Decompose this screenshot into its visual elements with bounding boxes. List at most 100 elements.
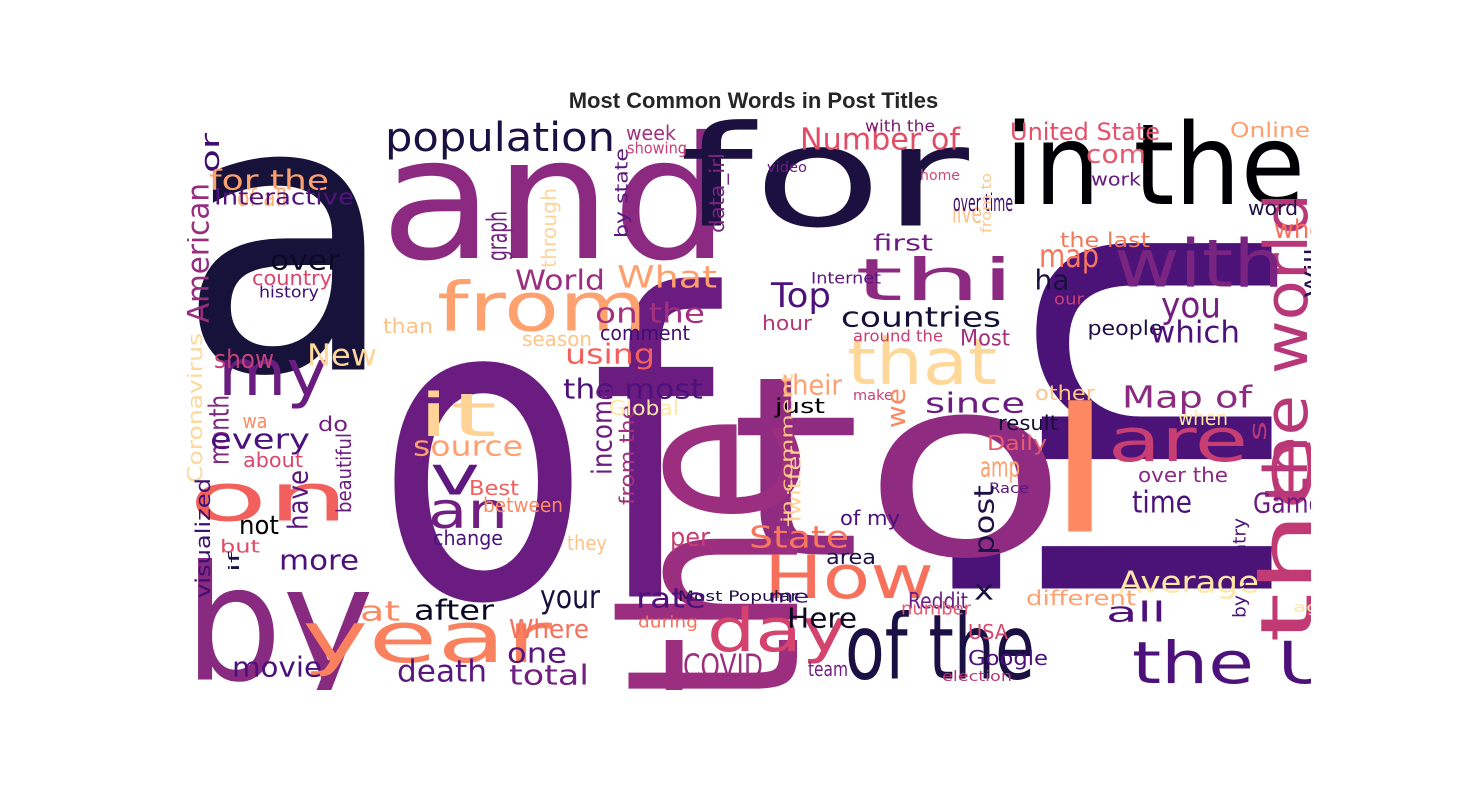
word-population: population [385, 118, 615, 161]
word-post: post [968, 485, 1001, 555]
word-first: first [873, 232, 934, 257]
word-i: I [1045, 366, 1115, 575]
word-average: Average [1119, 566, 1259, 601]
word-u: U [1303, 658, 1311, 690]
word-by-country: by country [1230, 518, 1251, 618]
word-the-u: the U [1132, 629, 1311, 690]
word-movie: movie [232, 651, 322, 684]
word-amp: amp [980, 451, 1020, 484]
word-s: s [1244, 421, 1272, 441]
word-election: election [942, 669, 1012, 685]
word-most-popular: Most Popular [678, 589, 798, 605]
word-rate: rate [636, 582, 706, 615]
word-all: all [1106, 596, 1166, 629]
word-global: Global [609, 396, 679, 420]
word-live: live [952, 197, 982, 230]
word-of: of [375, 208, 723, 691]
word-american: American [187, 183, 217, 323]
word-from-the: from the [615, 405, 639, 505]
word-when: when [1178, 406, 1228, 430]
word-through: through [537, 188, 561, 268]
word-of-the: of the [845, 596, 1035, 691]
word-result: result [998, 411, 1058, 435]
word-have: have [282, 470, 315, 530]
word-over-the: over the [1138, 463, 1228, 487]
word-income: income [586, 385, 619, 475]
word-video: video [767, 160, 807, 176]
word-team: team [808, 657, 848, 681]
word-graph: graph [481, 211, 514, 261]
word-reddit: Reddit [908, 590, 968, 615]
word-covid: COVID [683, 647, 763, 685]
word-data-irl: data_irl [705, 153, 729, 233]
word-in: in [883, 203, 1312, 633]
word-the-last: the last [1060, 228, 1150, 252]
word-which: which [1150, 316, 1240, 351]
word-every: every [210, 423, 310, 456]
word-source: source [413, 430, 523, 463]
word-different: different [1026, 586, 1136, 610]
word-wa: wa [243, 409, 268, 433]
word-do: do [318, 412, 348, 436]
word-using: using [565, 338, 655, 371]
word-new: New [307, 339, 377, 374]
word-the-most: the most [563, 373, 703, 406]
word-my: my [218, 337, 328, 411]
word-that: that [847, 326, 997, 400]
word-about: about [243, 448, 303, 472]
word-by: by [187, 531, 374, 691]
word-game: Game [1253, 487, 1311, 520]
word-for: for [679, 118, 970, 260]
word-a: a [187, 118, 397, 460]
word-state: State [749, 521, 849, 556]
word-week: week [626, 121, 676, 145]
word-most: Most [960, 327, 1010, 352]
word-you: you [1161, 286, 1221, 327]
word-year: year [302, 597, 552, 679]
word-other: other [1035, 381, 1096, 405]
word-an: an [428, 482, 508, 540]
word-map: map [1039, 237, 1099, 275]
word-best: Best [469, 476, 519, 500]
word-who: who [1274, 215, 1311, 245]
word-word: word [1248, 196, 1298, 220]
word-number-of: Number of [800, 123, 961, 158]
word-with: with [1114, 226, 1284, 303]
word-than: than [383, 314, 433, 338]
word-from: from [437, 269, 647, 348]
word-x: x [974, 574, 994, 607]
word-visualized: visualized [191, 478, 215, 598]
word-during: during [638, 613, 698, 632]
word-v: v [430, 445, 480, 508]
word-beautiful: beautiful [332, 433, 356, 513]
word-more: more [279, 544, 359, 577]
word-of-all: of all [237, 184, 287, 212]
word-the-world: the world [1252, 193, 1311, 503]
word-to: to [729, 323, 1069, 614]
word-what: What [617, 261, 717, 296]
word-top: Top [770, 276, 831, 316]
word-with-the: with the [865, 118, 935, 136]
word-death: death [397, 655, 487, 690]
word-show: show [214, 345, 274, 375]
word-over-time: over time [953, 189, 1013, 217]
word-hour: hour [762, 311, 813, 335]
word-change: change [433, 526, 503, 550]
word-usa: USA [968, 620, 1008, 644]
word-countries: countries [841, 301, 1001, 334]
word-our: our [1054, 290, 1084, 309]
word-and: and [380, 118, 730, 299]
word-the: the [1245, 433, 1311, 643]
word-time: time [1132, 486, 1192, 521]
word-make: make [853, 388, 893, 404]
word-google: Google [968, 646, 1048, 670]
word-since: since [925, 387, 1025, 420]
word-over: over [270, 244, 341, 277]
word-but: but [220, 537, 260, 558]
word-coronavirus: Coronavirus [187, 333, 207, 483]
word-thi: thi [855, 246, 1015, 314]
word-not: not [239, 511, 279, 541]
word-it: it [417, 381, 497, 451]
